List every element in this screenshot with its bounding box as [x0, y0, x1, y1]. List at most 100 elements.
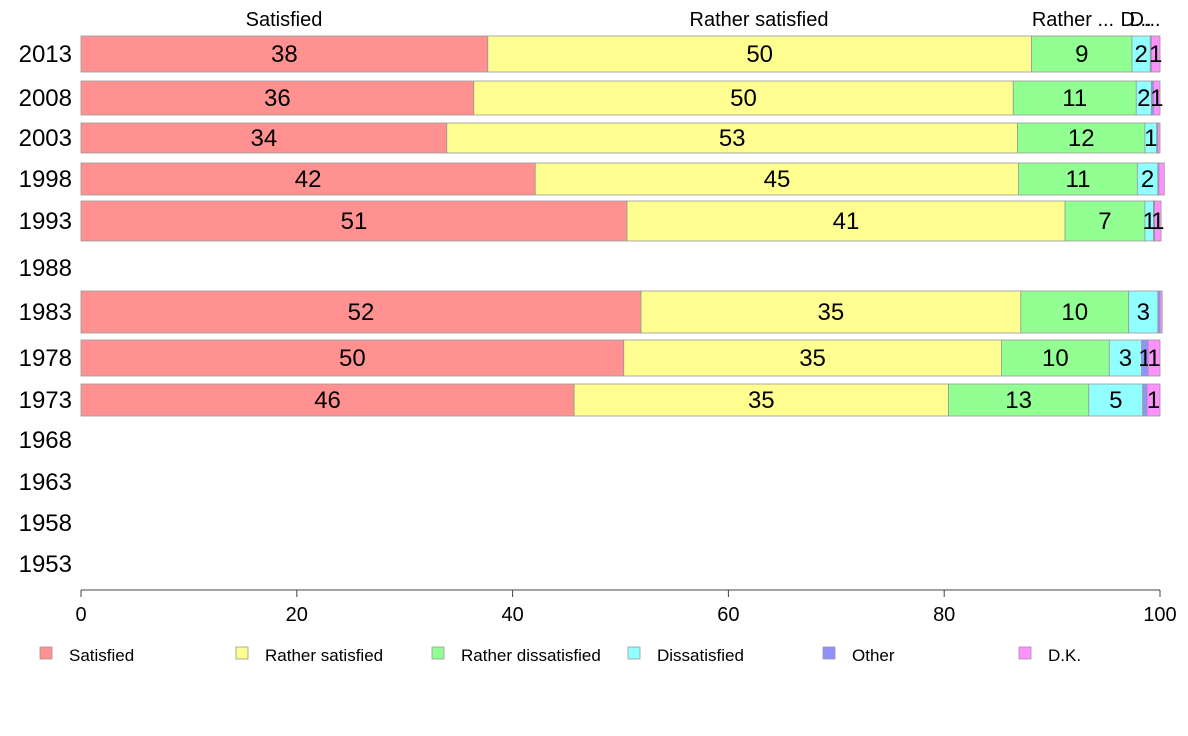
- y-tick-label: 1978: [19, 345, 72, 372]
- legend-swatch: [1018, 646, 1032, 660]
- bar-segment: [80, 339, 625, 377]
- legend-label: Satisfied: [69, 646, 134, 665]
- legend-swatch: [235, 646, 249, 660]
- bar-data-label: 50: [339, 345, 366, 372]
- bar-data-label: 1: [1149, 41, 1162, 68]
- y-tick-label: 1993: [19, 208, 72, 235]
- legend-swatch: [431, 646, 445, 660]
- bar-segment: [1153, 80, 1161, 116]
- top-series-labels: Satisfied Rather satisfied Rather ... D...D…: [246, 9, 1161, 31]
- bar-segment: [948, 383, 1090, 417]
- bar-data-label: 1: [1144, 125, 1157, 152]
- bar-data-label: 36: [264, 85, 291, 112]
- bar-segment: [1088, 383, 1144, 417]
- x-axis: 0 20 40 60 80 100: [75, 589, 1177, 626]
- bar-data-label: 46: [314, 387, 341, 414]
- x-tick-label: 0: [75, 604, 86, 626]
- bar-segment: [80, 122, 448, 154]
- legend-swatch: [822, 646, 836, 660]
- y-tick-label: 1953: [19, 551, 72, 578]
- bar-segment: [1159, 290, 1163, 334]
- bar-data-label: 42: [295, 166, 322, 193]
- legend: Satisfied Rather satisfied Rather dissatis…: [39, 646, 1081, 665]
- y-tick-label: 1958: [19, 510, 72, 537]
- bar-data-label: 1: [1150, 85, 1163, 112]
- bar-segment: [80, 200, 628, 242]
- bar-data-label: 34: [251, 125, 278, 152]
- bar-segment: [473, 80, 1014, 116]
- top-series-label: D...: [1120, 9, 1151, 31]
- bar-data-label: 1: [1143, 208, 1156, 235]
- bar-data-label: 13: [1005, 387, 1032, 414]
- bar-segment: [1012, 80, 1137, 116]
- bar-segment: [534, 162, 1020, 196]
- x-tick-label: 20: [286, 604, 308, 626]
- y-tick-label: 1988: [19, 255, 72, 282]
- bar-data-label: 10: [1042, 345, 1069, 372]
- bar-data-label: 35: [818, 299, 845, 326]
- bar-data-label: 11: [1062, 85, 1087, 112]
- bar-data-label: 53: [719, 125, 746, 152]
- top-series-label: Rather ...: [1032, 9, 1114, 31]
- bar-data-label: 3: [1119, 345, 1132, 372]
- bar-data-label: 1: [1147, 345, 1160, 372]
- bar-segment: [1146, 383, 1161, 417]
- bar-segment: [80, 383, 575, 417]
- bar-segment: [80, 35, 489, 73]
- x-tick-label: 80: [933, 604, 955, 626]
- bar-data-label: 5: [1109, 387, 1122, 414]
- top-series-label: Satisfied: [246, 9, 323, 31]
- bar-segment: [1018, 162, 1138, 196]
- bar-segment: [1017, 122, 1146, 154]
- bar-data-label: 41: [833, 208, 860, 235]
- bar-data-label: 12: [1068, 125, 1095, 152]
- bar-data-label: 7: [1098, 208, 1111, 235]
- bar-segment: [1108, 339, 1143, 377]
- x-tick-label: 60: [717, 604, 739, 626]
- bar-data-label: 52: [348, 299, 375, 326]
- bar-segment: [80, 290, 642, 334]
- bar-data-label: 3: [1137, 299, 1150, 326]
- top-series-label: D...: [1129, 9, 1160, 31]
- bar-data-label: 35: [748, 387, 775, 414]
- legend-label: Rather dissatisfied: [461, 646, 601, 665]
- bar-data-label: 38: [271, 41, 298, 68]
- y-tick-label: 2008: [19, 85, 72, 112]
- bar-data-label: 11: [1066, 166, 1091, 193]
- legend-label: Dissatisfied: [657, 646, 744, 665]
- bar-data-label: 50: [730, 85, 757, 112]
- bar-segment: [1150, 35, 1161, 73]
- bar-segment: [1157, 122, 1161, 154]
- bar-data-label: 50: [746, 41, 773, 68]
- x-tick-label: 100: [1143, 604, 1176, 626]
- bar-segment: [573, 383, 949, 417]
- bar-data-label: 35: [799, 345, 826, 372]
- bar-segment: [487, 35, 1032, 73]
- bar-segment: [1147, 339, 1161, 377]
- y-tick-label: 1968: [19, 427, 72, 454]
- bar-data-label: 2: [1141, 166, 1154, 193]
- y-tick-label: 1963: [19, 469, 72, 496]
- bar-data-label: 2: [1134, 41, 1147, 68]
- bar-data-label: 10: [1061, 299, 1088, 326]
- y-tick-label: 1998: [19, 166, 72, 193]
- legend-label: Rather satisfied: [265, 646, 383, 665]
- legend-label: D.K.: [1048, 646, 1081, 665]
- x-tick-label: 40: [501, 604, 523, 626]
- legend-swatch: [39, 646, 53, 660]
- legend-swatch: [627, 646, 641, 660]
- bar-data-label: 1: [1151, 208, 1164, 235]
- bar-segment: [626, 200, 1066, 242]
- bar-data-label: 45: [764, 166, 791, 193]
- bar-segment: [1158, 162, 1165, 196]
- top-series-label: Rather satisfied: [690, 9, 829, 31]
- y-axis-labels: 2013 2008 2003 1998 1993 1988 1983 1978 1973 1968…: [19, 41, 72, 578]
- bar-segment: [1154, 200, 1162, 242]
- y-tick-label: 1983: [19, 299, 72, 326]
- bar-segment: [1031, 35, 1133, 73]
- bar-segment: [80, 162, 536, 196]
- bar-segment: [1064, 200, 1146, 242]
- legend-label: Other: [852, 646, 895, 665]
